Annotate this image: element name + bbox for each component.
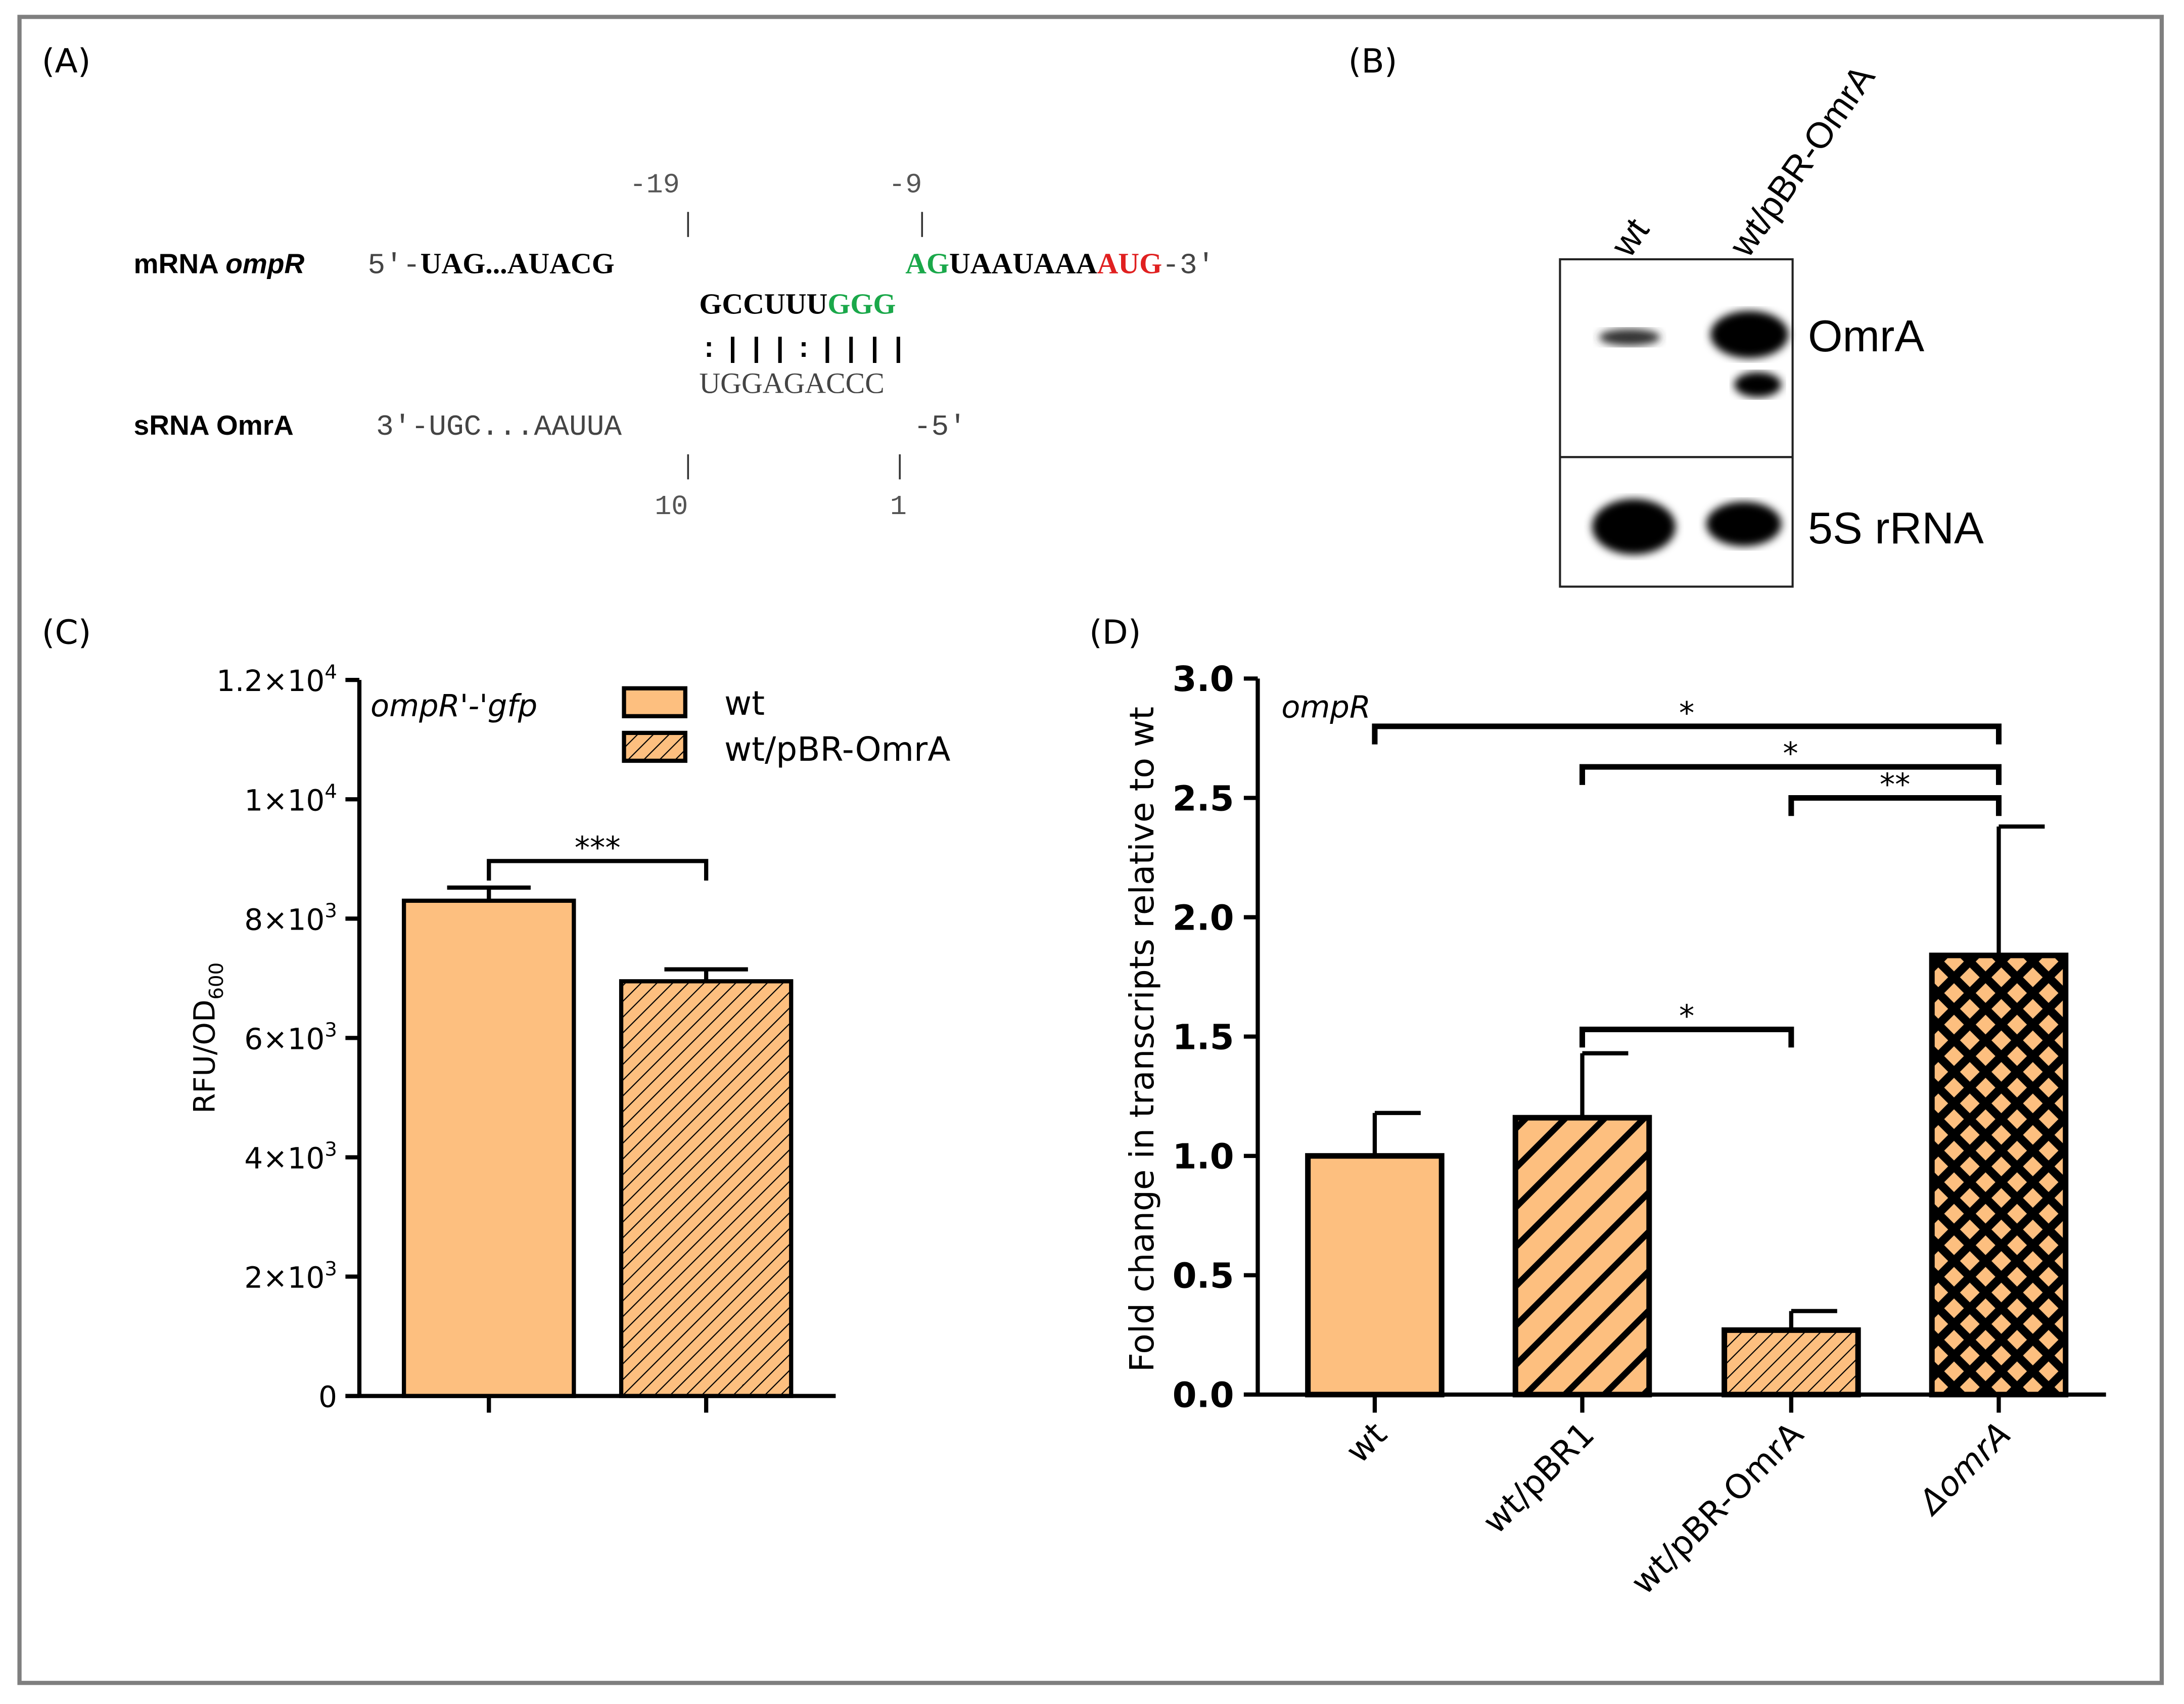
y-tick-label: 0.5 bbox=[1173, 1256, 1234, 1297]
srna-label: sRNA OmrA bbox=[134, 409, 294, 441]
position-10: 10 bbox=[655, 491, 688, 523]
y-tick-label: 6×103 bbox=[244, 1019, 337, 1056]
bar-delta-omra bbox=[1929, 952, 2069, 1398]
panel-label-a: (A) bbox=[42, 42, 91, 81]
bar-wt-pbr1 bbox=[1512, 1115, 1652, 1398]
significance-bracket bbox=[487, 859, 709, 881]
mrna-label: mRNA ompR bbox=[134, 248, 305, 279]
bar-wt-pbr-omra bbox=[1722, 1327, 1861, 1398]
position-1: 1 bbox=[890, 491, 907, 523]
y-tick-label: 0 bbox=[318, 1380, 337, 1414]
bar-wt bbox=[402, 898, 576, 1398]
band-omra-wt bbox=[1599, 329, 1660, 346]
significance-bracket bbox=[1372, 723, 2002, 745]
band-5s-wt bbox=[1592, 498, 1676, 555]
y-tick-label: 1.5 bbox=[1173, 1017, 1234, 1057]
significance-bracket bbox=[1788, 795, 2002, 816]
y-tick-label: 1.2×104 bbox=[216, 661, 337, 698]
significance-label: * bbox=[1679, 696, 1694, 731]
legend-label-wt-pbr-omra: wt/pBR-OmrA bbox=[724, 730, 950, 769]
significance-label: * bbox=[1783, 736, 1798, 772]
y-axis-label-d: Fold change in transcripts relative to w… bbox=[1123, 707, 1161, 1372]
mrna-sequence-left: 5'-UAG...AUACG bbox=[368, 247, 615, 282]
y-tick-label: 4×103 bbox=[244, 1138, 337, 1176]
base-pairing: :|||:|||| bbox=[701, 334, 907, 365]
srna-pairing-sequence: UGGAGACCC bbox=[699, 366, 884, 399]
y-tick-label: 0.0 bbox=[1173, 1375, 1234, 1416]
panel-c-bar-chart: RFU/OD600 ompR'-'gfp wt wt/pBR-OmrA 0 2×1… bbox=[187, 661, 950, 1414]
legend-swatch-wt bbox=[622, 686, 687, 718]
significance-label: *** bbox=[575, 831, 621, 866]
figure-border bbox=[17, 15, 2164, 1685]
significance-bracket bbox=[1579, 764, 2002, 785]
mrna-sequence-right: AGUAAUAAAAUG-3' bbox=[905, 247, 1215, 282]
mrna-loop-sequence: GCCUUUGGG bbox=[699, 287, 896, 320]
y-tick-label: 8×103 bbox=[244, 900, 337, 937]
annotation-c: ompR'-'gfp bbox=[370, 688, 537, 724]
band-omra-secondary bbox=[1734, 372, 1782, 397]
band-label-5s-rrna: 5S rRNA bbox=[1808, 503, 1984, 553]
panel-label-b: (B) bbox=[1349, 42, 1398, 81]
significance-label: * bbox=[1679, 999, 1694, 1034]
position-minus-19: -19 bbox=[630, 169, 680, 201]
significance-bracket bbox=[1579, 1026, 1794, 1048]
significance-label: ** bbox=[1880, 767, 1911, 803]
annotation-d: ompR bbox=[1281, 690, 1371, 725]
y-tick-label: 2.5 bbox=[1173, 778, 1234, 819]
srna-sequence-left: 3'-UGC...AAUUA bbox=[376, 411, 622, 444]
bar-wt-pbr-omra bbox=[619, 979, 794, 1398]
panel-label-d: (D) bbox=[1089, 613, 1141, 652]
y-tick-label: 1×104 bbox=[244, 780, 337, 817]
y-axis-label-c: RFU/OD600 bbox=[187, 962, 228, 1114]
band-label-omra: OmrA bbox=[1808, 311, 1924, 361]
y-tick-label: 2.0 bbox=[1173, 898, 1234, 938]
legend-label-wt: wt bbox=[724, 684, 765, 723]
panel-a-sequence-alignment: -19 -9 mRNA ompR 5'-UAG...AUACG AGUAAUAA… bbox=[134, 169, 1215, 523]
y-tick-label: 2×103 bbox=[244, 1258, 337, 1295]
bar-wt bbox=[1305, 1153, 1445, 1398]
srna-5prime: -5' bbox=[914, 411, 966, 444]
y-tick-label: 3.0 bbox=[1173, 659, 1234, 700]
position-minus-9: -9 bbox=[889, 169, 922, 201]
legend-swatch-wt-pbr-omra bbox=[622, 730, 687, 763]
band-5s-overexpressed bbox=[1706, 501, 1782, 546]
panel-label-c: (C) bbox=[42, 613, 91, 652]
band-omra-overexpressed bbox=[1710, 310, 1789, 358]
y-tick-label: 1.0 bbox=[1173, 1137, 1234, 1177]
